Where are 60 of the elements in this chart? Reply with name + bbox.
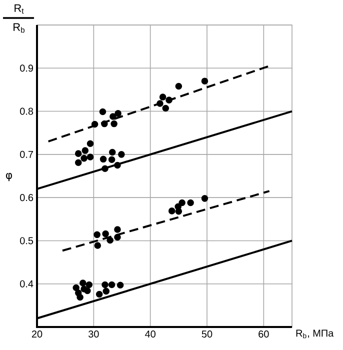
point xyxy=(106,236,114,244)
point xyxy=(94,231,100,238)
point xyxy=(187,199,194,206)
x-axis-title: R$_{b}$, МПа xyxy=(296,330,334,338)
point xyxy=(94,242,102,249)
point xyxy=(80,280,86,286)
point xyxy=(175,208,182,215)
point xyxy=(108,148,116,156)
point xyxy=(175,82,182,90)
point xyxy=(201,195,208,202)
point xyxy=(102,165,108,172)
point xyxy=(99,108,106,116)
point xyxy=(178,199,186,206)
point xyxy=(86,140,94,148)
point xyxy=(86,281,93,288)
x-tick-label: 60 xyxy=(258,330,269,338)
point xyxy=(86,154,94,160)
y-tick-label: 0.6 xyxy=(20,194,34,202)
point xyxy=(102,281,108,288)
x-tick-label: 40 xyxy=(145,330,156,338)
point xyxy=(114,162,121,169)
point xyxy=(74,150,82,157)
point xyxy=(108,281,116,288)
point xyxy=(168,208,176,214)
point xyxy=(101,120,108,128)
y-tick-label: 0.5 xyxy=(20,237,34,244)
y-tick-label: 0.9 xyxy=(20,64,34,72)
point xyxy=(118,151,125,158)
point xyxy=(110,113,116,120)
point xyxy=(91,120,98,128)
point xyxy=(76,294,84,301)
x-tick-label: 30 xyxy=(88,330,99,338)
y-tick-label: 0.8 xyxy=(20,108,34,115)
text: R$_{b}$ xyxy=(14,23,25,33)
point xyxy=(116,282,124,289)
y-tick-label: 0.7 xyxy=(20,150,33,158)
point xyxy=(114,234,121,241)
point xyxy=(100,156,107,163)
point xyxy=(156,100,164,107)
point xyxy=(166,96,172,104)
point xyxy=(102,230,109,238)
point xyxy=(84,287,91,294)
point xyxy=(108,156,116,163)
x-tick-label: 50 xyxy=(202,330,212,338)
point xyxy=(74,159,82,166)
point xyxy=(72,284,80,292)
point xyxy=(82,147,89,154)
point xyxy=(159,94,166,100)
point xyxy=(114,110,122,117)
y-tick-label: 0.4 xyxy=(20,280,34,288)
point xyxy=(110,120,118,128)
point xyxy=(80,154,88,162)
text: R$_{t}$ xyxy=(14,4,24,14)
point xyxy=(102,288,110,295)
x-tick-label: 20 xyxy=(32,330,42,338)
y-axis-title: φ xyxy=(6,172,12,182)
point xyxy=(162,104,170,112)
point xyxy=(96,290,103,298)
point xyxy=(114,226,121,233)
point xyxy=(201,78,208,84)
